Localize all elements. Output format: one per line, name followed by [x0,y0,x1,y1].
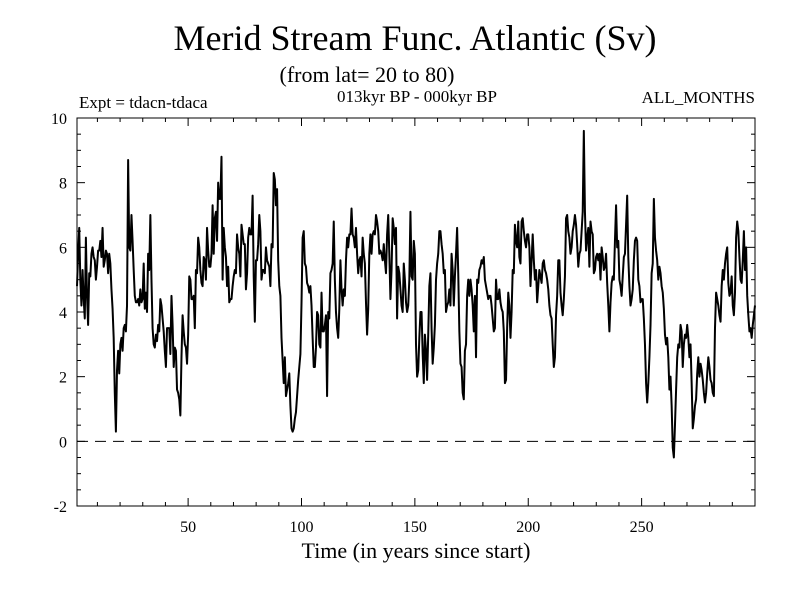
y-tick-label: 8 [59,176,67,193]
y-tick-label: 4 [59,305,67,322]
months-label: ALL_MONTHS [642,88,755,107]
x-tick-label: 200 [516,519,540,536]
period-label: 013kyr BP - 000kyr BP [337,87,497,106]
x-tick-label: 250 [630,519,654,536]
y-tick-label: 10 [51,111,67,128]
y-tick-label: 6 [59,240,67,257]
y-tick-labels: -2 0 2 4 6 8 10 [51,111,67,516]
x-tick-label: 150 [403,519,427,536]
y-tick-label: 0 [59,434,67,451]
x-axis-label: Time (in years since start) [302,538,531,563]
y-tick-label: 2 [59,370,67,387]
experiment-label: Expt = tdacn-tdaca [79,93,208,112]
series-line [76,129,756,459]
chart-title: Merid Stream Func. Atlantic (Sv) [174,18,657,58]
y-tick-label: -2 [54,499,67,516]
chart-subtitle: (from lat= 20 to 80) [280,62,455,87]
x-tick-label: 100 [289,519,313,536]
x-tick-labels: 50 100 150 200 250 [180,519,654,536]
x-tick-label: 50 [180,519,196,536]
